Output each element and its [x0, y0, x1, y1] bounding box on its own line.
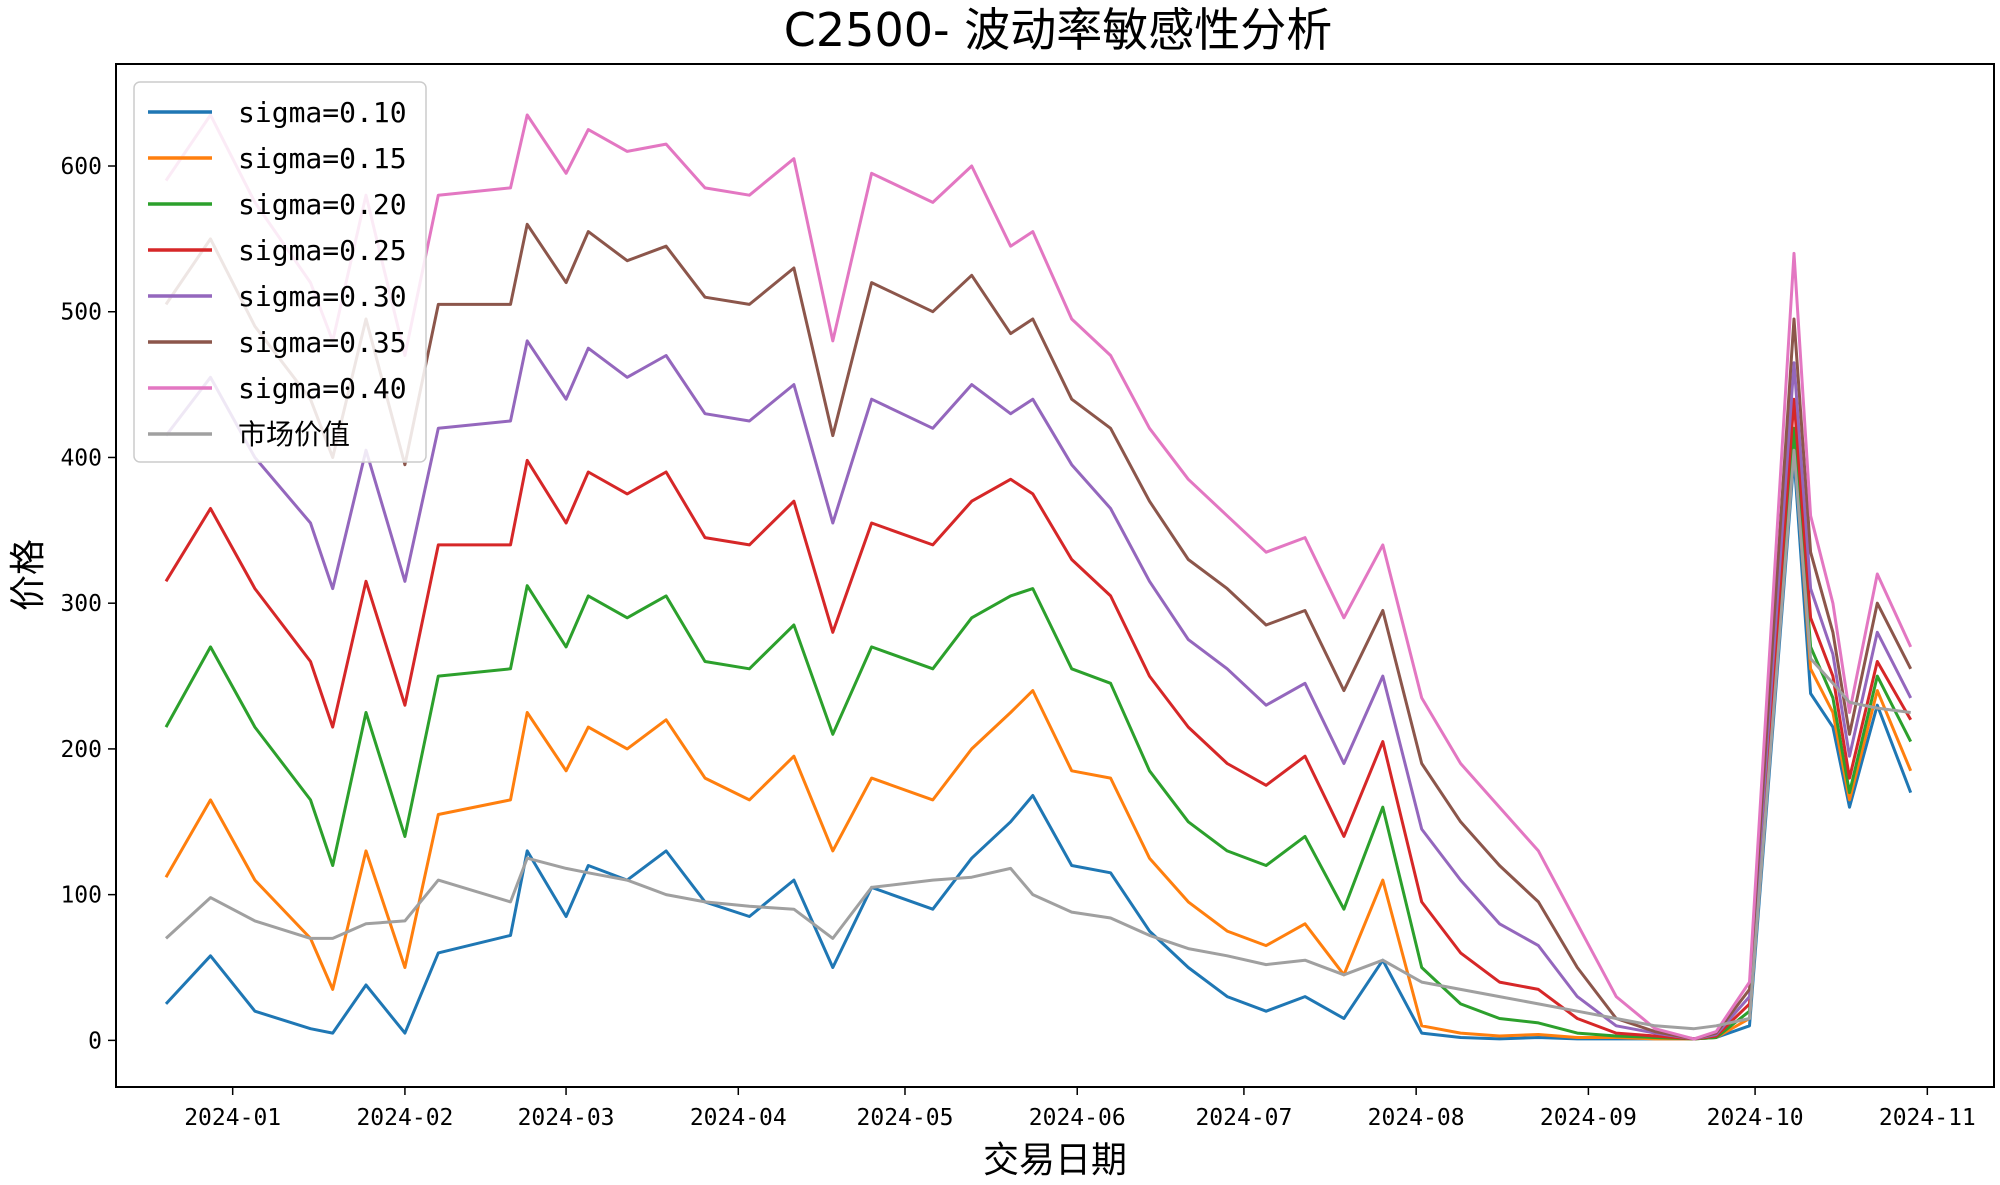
series-line-2 — [164, 426, 1913, 1041]
x-tick-label: 2024-04 — [690, 1105, 787, 1131]
plot-frame — [115, 63, 1995, 1088]
chart-legend: sigma=0.10 sigma=0.15 sigma=0.20 sigma=0.25… — [133, 81, 427, 463]
x-axis-label: 交易日期 — [983, 1140, 1127, 1181]
x-tick-label: 2024-05 — [857, 1105, 954, 1131]
x-tick-label: 2024-01 — [184, 1105, 281, 1131]
y-tick-label: 0 — [88, 1028, 102, 1054]
x-tick-label: 2024-11 — [1879, 1105, 1976, 1131]
y-axis-label: 价格 — [8, 539, 49, 611]
chart-title: C2500- 波动率敏感性分析 — [784, 3, 1332, 57]
series-line-6 — [164, 113, 1913, 1041]
series-line-5 — [164, 222, 1913, 1041]
y-tick-label: 300 — [60, 591, 102, 617]
y-tick-label: 100 — [60, 883, 102, 909]
x-tick-label: 2024-06 — [1029, 1105, 1126, 1131]
series-layer — [164, 113, 1913, 1041]
x-tick-label: 2024-02 — [356, 1105, 453, 1131]
series-line-0 — [164, 456, 1913, 1041]
y-tick-label: 200 — [60, 737, 102, 763]
series-line-1 — [164, 441, 1913, 1041]
legend-entry: sigma=0.10 — [238, 96, 407, 129]
x-tick-label: 2024-03 — [518, 1105, 615, 1131]
x-tick-label: 2024-08 — [1368, 1105, 1465, 1131]
legend-entry: sigma=0.35 — [238, 326, 407, 359]
legend-entry: sigma=0.40 — [238, 372, 407, 405]
legend-entry: sigma=0.15 — [238, 142, 407, 175]
legend-entry: sigma=0.25 — [238, 234, 407, 267]
legend-entry: sigma=0.20 — [238, 188, 407, 221]
legend-entry: sigma=0.30 — [238, 280, 407, 313]
series-line-7 — [164, 448, 1911, 1031]
series-line-3 — [164, 397, 1913, 1041]
y-tick-label: 400 — [60, 445, 102, 471]
series-line-4 — [164, 339, 1913, 1041]
y-axis-ticks: 0 100 200 300 400 500 600 — [60, 154, 116, 1054]
x-tick-label: 2024-09 — [1540, 1105, 1637, 1131]
x-tick-label: 2024-10 — [1707, 1105, 1804, 1131]
y-tick-label: 600 — [60, 154, 102, 180]
legend-entry: 市场价值 — [238, 418, 350, 451]
x-tick-label: 2024-07 — [1195, 1105, 1292, 1131]
legend-box — [133, 81, 427, 463]
x-axis-ticks: 2024-01 2024-02 2024-03 2024-04 2024-05 2024-… — [184, 1087, 1976, 1131]
y-tick-label: 500 — [60, 300, 102, 326]
